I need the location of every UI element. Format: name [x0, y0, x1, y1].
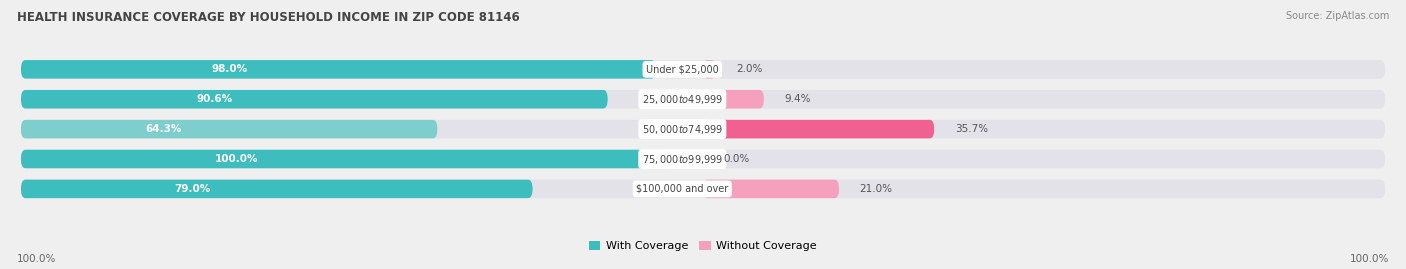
FancyBboxPatch shape — [21, 120, 437, 138]
Text: 100.0%: 100.0% — [17, 254, 56, 264]
Text: 35.7%: 35.7% — [955, 124, 988, 134]
Text: 2.0%: 2.0% — [737, 64, 763, 74]
Text: 100.0%: 100.0% — [215, 154, 259, 164]
Text: 100.0%: 100.0% — [1350, 254, 1389, 264]
Text: 9.4%: 9.4% — [785, 94, 811, 104]
FancyBboxPatch shape — [21, 150, 669, 168]
Text: 79.0%: 79.0% — [174, 184, 211, 194]
Text: $75,000 to $99,999: $75,000 to $99,999 — [641, 153, 723, 165]
FancyBboxPatch shape — [21, 90, 1385, 108]
Text: $25,000 to $49,999: $25,000 to $49,999 — [641, 93, 723, 106]
FancyBboxPatch shape — [703, 90, 763, 108]
Text: $100,000 and over: $100,000 and over — [636, 184, 728, 194]
FancyBboxPatch shape — [21, 180, 533, 198]
Text: 98.0%: 98.0% — [211, 64, 247, 74]
FancyBboxPatch shape — [703, 120, 934, 138]
Text: $50,000 to $74,999: $50,000 to $74,999 — [641, 123, 723, 136]
FancyBboxPatch shape — [21, 150, 1385, 168]
Legend: With Coverage, Without Coverage: With Coverage, Without Coverage — [585, 237, 821, 256]
FancyBboxPatch shape — [21, 60, 655, 79]
FancyBboxPatch shape — [21, 60, 1385, 79]
FancyBboxPatch shape — [21, 120, 1385, 138]
Text: Source: ZipAtlas.com: Source: ZipAtlas.com — [1285, 11, 1389, 21]
FancyBboxPatch shape — [21, 180, 1385, 198]
Text: 64.3%: 64.3% — [146, 124, 183, 134]
Text: 21.0%: 21.0% — [859, 184, 893, 194]
Text: Under $25,000: Under $25,000 — [645, 64, 718, 74]
FancyBboxPatch shape — [21, 90, 607, 108]
Text: 0.0%: 0.0% — [724, 154, 749, 164]
FancyBboxPatch shape — [703, 180, 839, 198]
FancyBboxPatch shape — [703, 60, 716, 79]
Text: 90.6%: 90.6% — [197, 94, 233, 104]
Text: HEALTH INSURANCE COVERAGE BY HOUSEHOLD INCOME IN ZIP CODE 81146: HEALTH INSURANCE COVERAGE BY HOUSEHOLD I… — [17, 11, 520, 24]
